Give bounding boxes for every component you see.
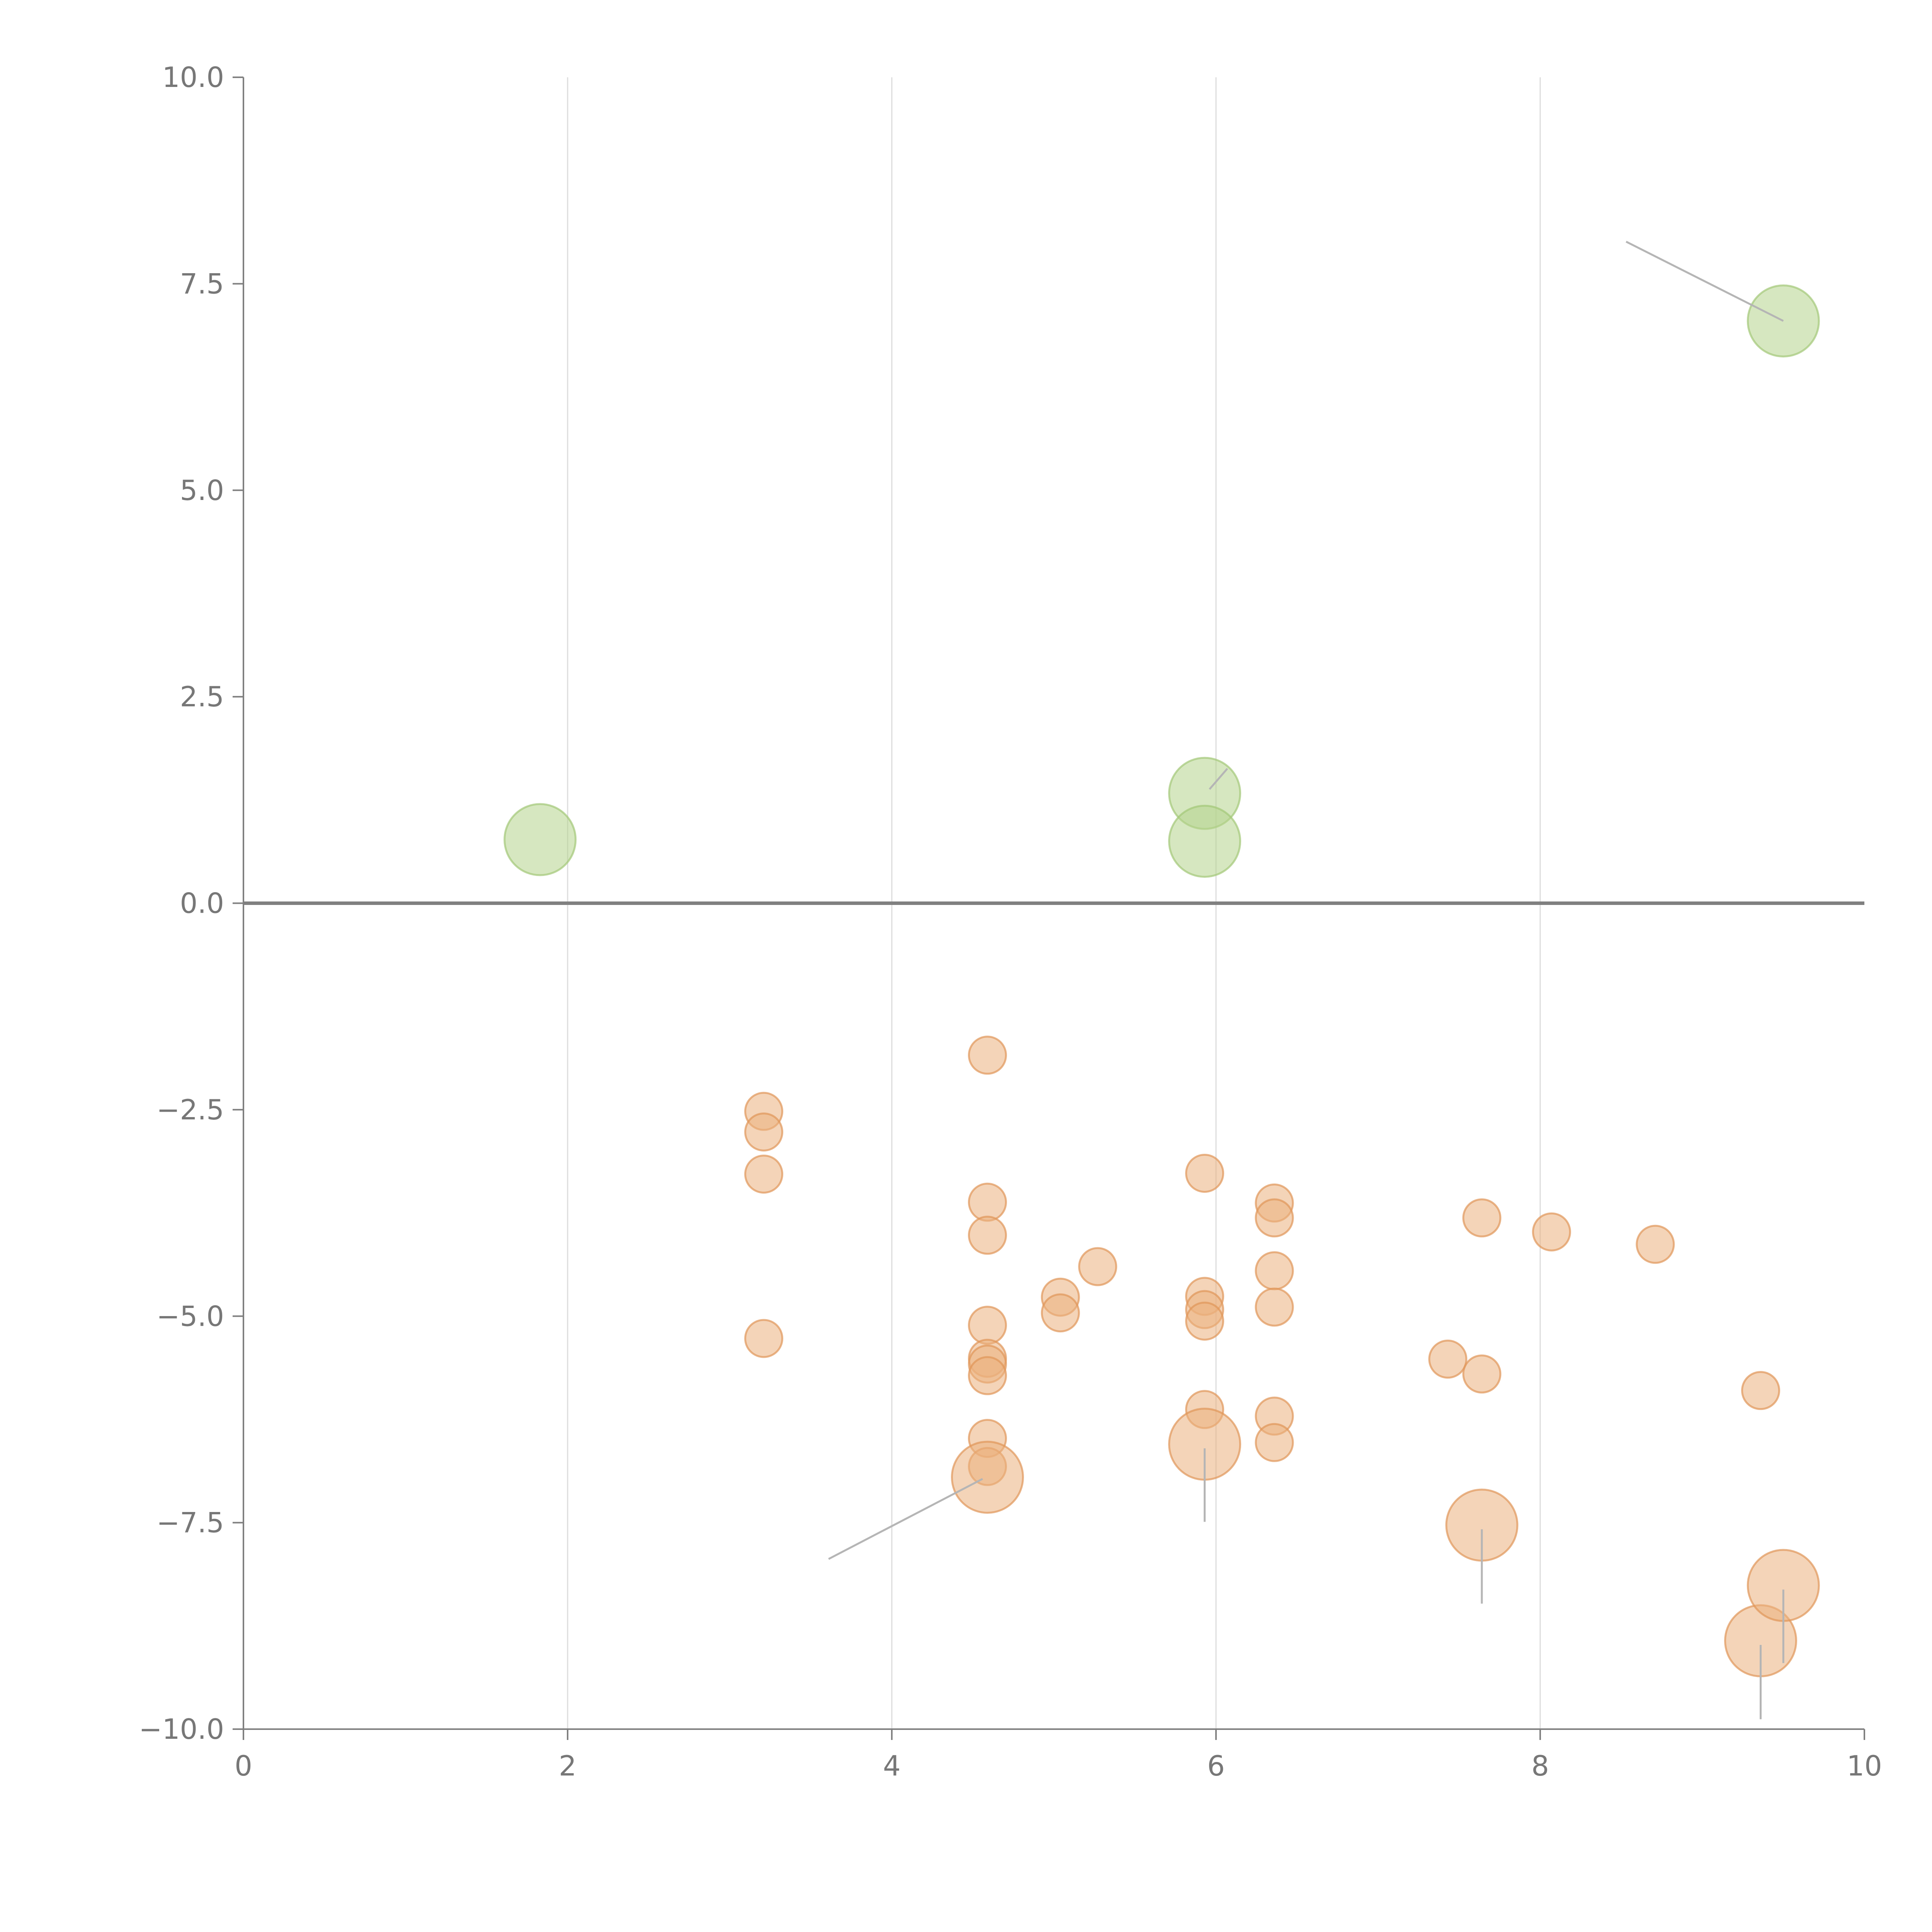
y-tick-label: −2.5 bbox=[156, 1094, 224, 1126]
data-point-negative bbox=[968, 1036, 1007, 1075]
y-tick-label: 10.0 bbox=[162, 61, 224, 94]
tick-labels: 10.0 7.5 5.0 2.5 0.0 −2.5 −5.0 −7.5 −10.0 0 2 4 6 8 10 bbox=[139, 61, 1882, 1782]
data-point-negative bbox=[1078, 1247, 1117, 1286]
data-point-negative bbox=[1041, 1293, 1080, 1333]
y-tick-label: 0.0 bbox=[180, 887, 224, 920]
data-point-negative bbox=[1185, 1153, 1225, 1193]
data-point-negative bbox=[1428, 1339, 1468, 1379]
x-tick-label: 6 bbox=[1207, 1750, 1225, 1782]
data-point-negative bbox=[1255, 1423, 1294, 1462]
data-points bbox=[503, 284, 1820, 1677]
data-point-negative bbox=[1185, 1301, 1225, 1341]
data-point-negative bbox=[1255, 1287, 1294, 1327]
data-point-negative bbox=[1462, 1354, 1502, 1394]
annotation-leaders bbox=[828, 241, 1784, 1719]
y-tick-label: 7.5 bbox=[180, 267, 224, 300]
annotation-leader-line bbox=[1626, 241, 1784, 322]
annotation-leader-line bbox=[1209, 768, 1228, 790]
data-point-negative bbox=[1532, 1212, 1571, 1252]
data-point-negative bbox=[968, 1356, 1007, 1395]
y-tick-label: 5.0 bbox=[180, 474, 224, 507]
x-tick-label: 4 bbox=[883, 1750, 901, 1782]
y-tick-label: 2.5 bbox=[180, 680, 224, 713]
x-tick-label: 8 bbox=[1531, 1750, 1549, 1782]
data-point-negative bbox=[1255, 1251, 1294, 1291]
x-tick-label: 10 bbox=[1847, 1750, 1882, 1782]
data-point-negative bbox=[1741, 1371, 1781, 1410]
data-point-positive bbox=[503, 803, 577, 876]
data-point-negative bbox=[968, 1216, 1007, 1255]
data-point-negative bbox=[744, 1319, 784, 1358]
annotation-leader-line bbox=[828, 1478, 983, 1560]
axes bbox=[233, 77, 1865, 1740]
data-point-negative bbox=[1636, 1225, 1675, 1264]
y-tick-label: −10.0 bbox=[139, 1713, 224, 1745]
data-point-negative bbox=[1255, 1198, 1294, 1238]
y-tick-label: −7.5 bbox=[156, 1507, 224, 1539]
data-point-negative bbox=[968, 1306, 1007, 1345]
data-point-negative bbox=[968, 1182, 1007, 1222]
data-point-negative bbox=[1462, 1198, 1502, 1238]
data-point-negative bbox=[744, 1155, 784, 1194]
data-point-negative bbox=[951, 1440, 1024, 1514]
data-point-negative bbox=[744, 1112, 784, 1152]
y-tick-label: −5.0 bbox=[156, 1300, 224, 1332]
x-tick-label: 2 bbox=[559, 1750, 577, 1782]
x-tick-label: 0 bbox=[235, 1750, 252, 1782]
data-point-positive bbox=[1168, 804, 1242, 878]
